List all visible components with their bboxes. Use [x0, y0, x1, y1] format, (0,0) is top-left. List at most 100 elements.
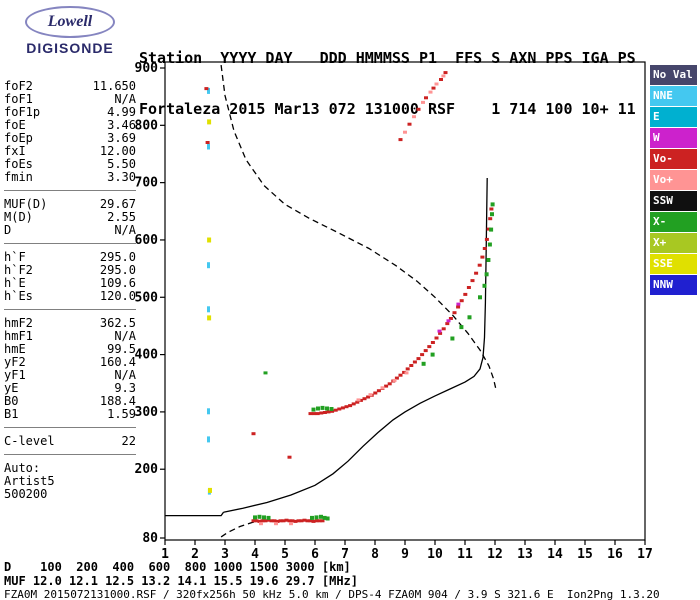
echo-Es-trace-red: [308, 519, 313, 523]
param-separator: [4, 427, 136, 428]
muf-row: MUF 12.0 12.1 12.5 13.2 14.1 15.5 19.6 2…: [4, 574, 359, 588]
param-separator: [4, 243, 136, 244]
x-tick-label: 11: [457, 547, 473, 562]
echo-F-trace-x-mode-green: [320, 405, 325, 410]
echo-F-trace-o-mode: [333, 408, 338, 412]
echo-F-trace-o-mode: [474, 271, 479, 275]
echo-F-trace-o-mode: [376, 389, 381, 393]
echo-F-trace-o-mode: [441, 327, 446, 331]
echo-noise-yellow: [208, 487, 212, 493]
param-footer-line: Artist5: [4, 474, 55, 488]
lowell-digisonde-logo: Lowell DIGISONDE: [6, 6, 134, 56]
param-label: foF1: [4, 92, 33, 106]
echo-F-trace-pink: [380, 386, 385, 390]
param-row-fof2: foF2 11.650: [4, 80, 136, 93]
echo-F-trace-x-mode-green: [490, 202, 495, 207]
echo-Es-trace-red: [305, 519, 310, 523]
echo-F-trace-o-mode: [470, 279, 475, 283]
param-row-hmf1: hmF1 N/A: [4, 330, 136, 343]
echo-Es-trace-green: [257, 514, 262, 519]
echo-Es-trace-red: [317, 519, 322, 523]
param-value: 29.67: [99, 197, 136, 211]
echo-F-trace-o-mode: [484, 237, 489, 241]
echo-Es-trace-red: [284, 518, 289, 522]
y-tick-label: 80: [142, 531, 158, 546]
legend-noval: No Val: [650, 65, 697, 85]
param-label: D: [4, 223, 12, 237]
param-row-hf2: h`F2 295.0: [4, 264, 136, 277]
echo-multihop-red: [443, 71, 448, 75]
echo-F-trace-o-mode: [486, 227, 491, 231]
echo-Es-trace-green: [314, 515, 319, 520]
echo-F-trace-x-mode-green: [490, 212, 494, 217]
ionogram-plot: 1 2 3 4 5 6 7 8 9 10 11 12 13 14 15 16 17900800700600500…: [135, 61, 653, 562]
param-row-foe: foE 3.46: [4, 119, 136, 132]
echo-F-trace-o-mode: [459, 299, 464, 303]
param-value: 3.46: [107, 118, 136, 132]
echo-noise-red: [205, 141, 210, 144]
param-row-b0: B0 188.4: [4, 395, 136, 408]
param-value: 1.59: [107, 407, 136, 421]
echo-Es-trace-green: [266, 515, 271, 520]
echo-F-trace-x-mode-green: [450, 336, 455, 341]
param-row-fxi: fxI 12.00: [4, 145, 136, 158]
logo-lowell-text: Lowell: [47, 13, 93, 30]
echo-noise-yellow: [207, 315, 212, 321]
legend-nnw: NNW: [650, 275, 697, 295]
echo-F-trace-o-mode: [344, 405, 349, 409]
y-tick-label: 300: [135, 405, 159, 420]
x-tick-label: 9: [401, 547, 409, 562]
echo-F-trace-x-mode-green: [489, 227, 494, 232]
echo-F-trace-o-mode: [489, 207, 494, 211]
param-value: N/A: [114, 368, 136, 382]
status-line: FZA0M_2015072131000.RSF / 320fx256h 50 k…: [4, 588, 660, 600]
echo-F-trace-pink: [392, 378, 397, 382]
echo-F-trace-o-mode: [362, 397, 367, 401]
parameter-panel: foF2 11.650 foF1 N/A foF1p 4.99 foE 3.46 foEp 3.6…: [4, 80, 136, 501]
echo-F-trace-pink: [356, 398, 361, 402]
echo-F-trace-o-mode: [434, 336, 439, 340]
legend-sse: SSE: [650, 254, 697, 274]
echo-Es-trace-red: [299, 519, 304, 523]
echo-F-trace-magenta: [456, 302, 461, 306]
x-tick-label: 10: [427, 547, 443, 562]
echo-multihop-pink: [434, 82, 439, 86]
echo-F-trace-o-mode: [308, 412, 313, 416]
param-label: foEp: [4, 131, 33, 145]
echo-Es-trace-red: [260, 519, 265, 523]
echo-Es-trace-red: [266, 518, 271, 522]
y-tick-label: 500: [135, 290, 159, 305]
echo-noise-red: [287, 455, 292, 459]
echo-F-trace-o-mode: [452, 311, 457, 315]
echo-Es-trace-green: [325, 516, 330, 521]
param-value: 11.650: [92, 79, 136, 93]
echo-F-trace-x-mode-green: [487, 242, 492, 247]
param-label: yF2: [4, 355, 26, 369]
echo-F-trace-o-mode: [420, 353, 425, 357]
echo-multihop-red: [431, 86, 436, 90]
echo-noise-cyan: [207, 262, 210, 269]
param-value: 3.69: [107, 131, 136, 145]
echo-F-trace-o-mode: [423, 349, 428, 353]
param-value: 99.5: [107, 342, 136, 356]
param-row-he: h`E 109.6: [4, 277, 136, 290]
echo-multihop-red: [439, 78, 443, 81]
echo-Es-trace-red: [281, 519, 286, 523]
echo-F-trace-x-mode-green: [482, 283, 487, 288]
param-label: foF2: [4, 79, 33, 93]
echo-F-trace-o-mode: [488, 217, 493, 221]
line-model-dashed-main: [220, 65, 497, 388]
echo-F-trace-o-mode: [398, 373, 403, 377]
echo-Es-trace-red: [251, 519, 256, 523]
echo-noise-cyan: [207, 87, 210, 94]
echo-F-trace-o-mode: [466, 286, 471, 289]
echo-multihop-pink: [412, 115, 416, 119]
param-value: 2.55: [107, 210, 136, 224]
echo-F-trace-o-mode: [427, 345, 432, 349]
echo-multihop-red: [398, 138, 403, 142]
echo-F-trace-o-mode: [322, 411, 327, 414]
param-row-fof1: foF1 N/A: [4, 93, 136, 106]
param-label: B1: [4, 407, 19, 421]
param-row-fmin: fmin 3.30: [4, 171, 136, 184]
